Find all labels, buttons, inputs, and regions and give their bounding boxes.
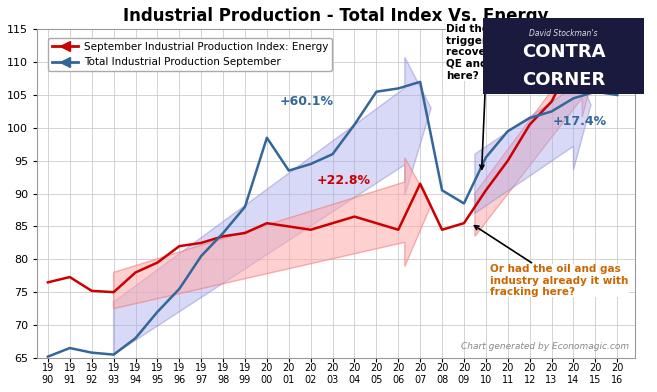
Text: +31.2%: +31.2%	[514, 55, 568, 69]
Text: +17.4%: +17.4%	[553, 114, 607, 127]
Title: Industrial Production - Total Index Vs. Energy: Industrial Production - Total Index Vs. …	[123, 7, 549, 25]
Text: +22.8%: +22.8%	[317, 174, 371, 187]
Text: Chart generated by Economagic.com: Chart generated by Economagic.com	[461, 342, 629, 351]
Text: David Stockman's: David Stockman's	[529, 29, 598, 38]
Text: Or had the oil and gas
industry already it with
fracking here?: Or had the oil and gas industry already …	[474, 226, 629, 298]
Text: +60.1%: +60.1%	[279, 95, 333, 108]
Text: CORNER: CORNER	[522, 71, 605, 89]
Polygon shape	[114, 158, 431, 309]
Polygon shape	[475, 64, 591, 213]
Polygon shape	[114, 57, 431, 355]
Polygon shape	[475, 30, 600, 236]
Legend: September Industrial Production Index: Energy, Total Industrial Production Septe: September Industrial Production Index: E…	[48, 38, 332, 71]
Text: CONTRA: CONTRA	[522, 43, 605, 61]
Text: Did the Fed
trigger the
recovery with
QE and ZIRP
here?: Did the Fed trigger the recovery with QE…	[447, 24, 527, 169]
